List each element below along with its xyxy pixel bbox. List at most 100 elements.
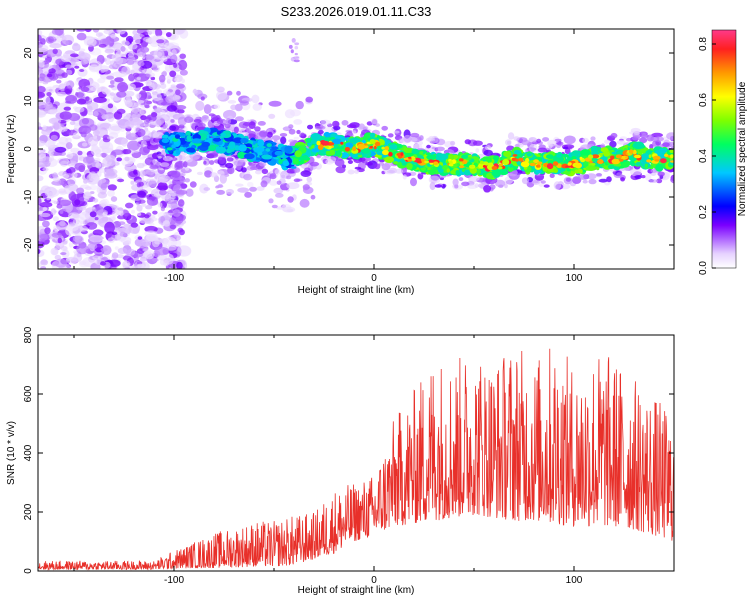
spectrogram-cell [261, 168, 269, 175]
spectrogram-cell [121, 137, 128, 147]
spectrogram-cell [175, 190, 188, 195]
spectrogram-cell [641, 132, 647, 138]
spectrogram-cell [305, 96, 314, 103]
spectrogram-cell [107, 189, 115, 197]
spectrogram-cell [610, 155, 615, 159]
spectrogram-cell [42, 82, 49, 85]
spectrogram-cell [244, 191, 253, 198]
spectrogram-cell [100, 261, 106, 266]
spectrogram-cell [107, 103, 114, 109]
spectrogram-cell [599, 164, 605, 167]
spectrogram-cell [369, 132, 376, 138]
spectrogram-cell [38, 101, 47, 109]
spectrogram-cell [243, 173, 253, 181]
spectrogram-cell [90, 86, 98, 92]
spectrogram-cell [428, 175, 441, 184]
spectrogram-cell [131, 112, 141, 120]
spectrogram-cell [38, 30, 43, 36]
spectrogram-cell [38, 34, 42, 42]
spectrogram-cell [402, 174, 407, 180]
spectrogram-cell [97, 77, 106, 84]
spectrogram-cell [170, 54, 178, 63]
spectrogram-cell [110, 33, 117, 39]
spectrogram-cell [114, 246, 119, 251]
spectrogram-cell [662, 142, 670, 148]
spectrogram-cell [76, 32, 87, 41]
spectrogram-cell [175, 149, 181, 155]
spectrogram-cell [100, 183, 108, 191]
spectrogram-cell [491, 165, 498, 170]
spectrogram-cell [85, 96, 90, 102]
spectrogram-cell [171, 144, 177, 149]
spectrogram-cell [213, 137, 221, 142]
spectrogram-cell [151, 92, 162, 102]
spectrogram-cell [503, 151, 512, 158]
spectrogram-cell [484, 145, 492, 151]
spectrogram-cell [38, 140, 46, 147]
spectrogram-cell [119, 231, 127, 237]
spectrogram-cell [111, 149, 125, 155]
spectrogram-cell [664, 172, 671, 178]
spectrogram-cell [604, 139, 611, 144]
spectrogram-cell [65, 225, 73, 236]
spectrogram-cell [641, 175, 646, 179]
spectrogram-cell [90, 206, 96, 210]
spectrogram-cell [393, 130, 400, 134]
spectrogram-cell [101, 216, 108, 222]
spectrogram-cell [138, 100, 145, 104]
spectrogram-cell [452, 178, 459, 187]
spectrogram-x-label: Height of straight line (km) [298, 285, 415, 296]
spectrogram-cell [316, 140, 321, 146]
spectrogram-cell [549, 173, 555, 178]
spectrogram-cell [54, 146, 67, 153]
spectrogram-cell [279, 133, 288, 137]
spectrogram-cell [518, 157, 524, 162]
spectrogram-cell [371, 118, 378, 125]
spectrogram-cell [142, 135, 151, 142]
spectrogram-cell [432, 166, 438, 170]
spectrogram-cell [381, 146, 385, 150]
spectrogram-cell [508, 165, 514, 168]
spectrogram-cell [117, 207, 124, 211]
spectrogram-cell [53, 123, 61, 130]
spectrogram-cell [238, 144, 247, 152]
spectrogram-cell [56, 221, 68, 231]
spectrogram-cell [111, 252, 119, 259]
spectrogram-cell [208, 144, 217, 152]
spectrogram-cell [556, 154, 562, 158]
spectrogram-cell [656, 178, 663, 184]
spectrogram-cell [103, 149, 108, 153]
spectrogram-cell [159, 189, 167, 196]
spectrogram-cell [63, 185, 73, 195]
spectrogram-cell [384, 146, 390, 151]
spectrogram-cell [285, 175, 292, 180]
spectrogram-cell [536, 138, 542, 144]
spectrogram-cell [275, 193, 284, 198]
spectrogram-cell [224, 123, 231, 129]
spectrogram-cell [47, 151, 54, 156]
spectrogram-cell [155, 119, 162, 128]
snr-y-tick-label: 0 [23, 568, 34, 574]
spectrogram-cell [117, 81, 129, 93]
spectrogram-cell [389, 144, 398, 150]
spectrogram-cell [565, 165, 571, 168]
spectrogram-cell [628, 149, 634, 154]
spectrogram-cell [227, 167, 233, 174]
spectrogram-cell [64, 81, 71, 87]
spectrogram-cell [132, 266, 138, 269]
spectrogram-cell [609, 140, 617, 148]
spectrogram-cell [55, 102, 71, 115]
spectrogram-cell [192, 89, 198, 94]
spectrogram-cell [124, 120, 135, 129]
spectrogram-cell [560, 167, 566, 172]
spectrogram-cell [50, 208, 57, 216]
spectrogram-cell [278, 159, 283, 165]
spectrogram-cell [61, 34, 74, 46]
spectrogram-cell [235, 183, 244, 187]
spectrogram-cell [54, 258, 68, 268]
spectrogram-cell [482, 165, 487, 168]
spectrogram-cell [108, 84, 115, 88]
spectrogram-cell [38, 248, 41, 254]
spectrogram-y-tick-label: -10 [23, 189, 34, 204]
spectrogram-cell [282, 206, 296, 213]
